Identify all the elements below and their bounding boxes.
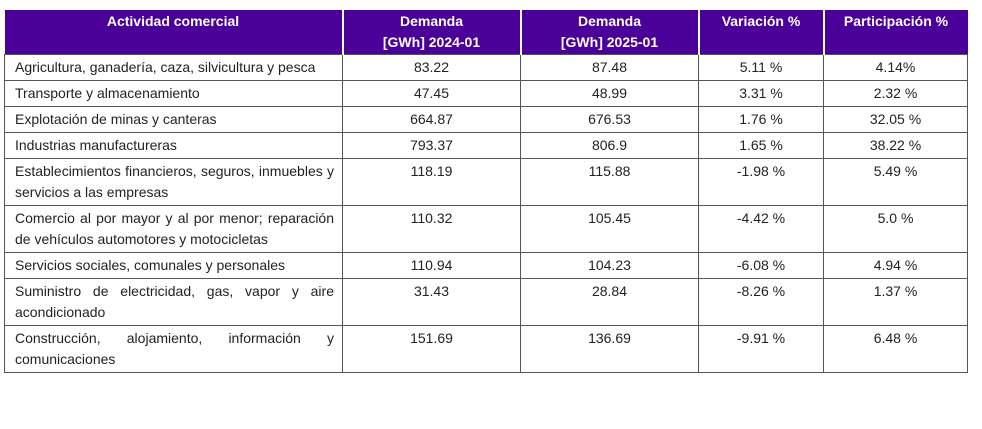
cell-demanda-2025: 676.53 xyxy=(520,106,699,133)
cell-participacion: 38.22 % xyxy=(823,132,968,159)
cell-actividad: Transporte y almacenamiento xyxy=(4,80,343,107)
cell-demanda-2025: 105.45 xyxy=(520,205,699,253)
header-actividad: Actividad comercial xyxy=(4,10,344,55)
table-row: Industrias manufactureras 793.37 806.9 1… xyxy=(4,132,968,159)
cell-participacion: 5.0 % xyxy=(823,205,968,253)
demand-table: Actividad comercial Demanda [GWh] 2024-0… xyxy=(4,10,968,373)
cell-demanda-2024: 110.32 xyxy=(342,205,521,253)
header-variacion-label: Variación % xyxy=(721,13,801,29)
cell-demanda-2025: 136.69 xyxy=(520,325,699,373)
cell-demanda-2024: 664.87 xyxy=(342,106,521,133)
cell-demanda-2025: 87.48 xyxy=(520,54,699,81)
table-row: Comercio al por mayor y al por menor; re… xyxy=(4,205,968,253)
cell-demanda-2024: 110.94 xyxy=(342,252,521,279)
cell-demanda-2024: 83.22 xyxy=(342,54,521,81)
table-row: Construcción, alojamiento, información y… xyxy=(4,325,968,373)
cell-actividad: Suministro de electricidad, gas, vapor y… xyxy=(4,278,343,326)
header-demanda-2024-line2: [GWh] 2024-01 xyxy=(382,34,481,50)
table-row: Agricultura, ganadería, caza, silvicultu… xyxy=(4,54,968,81)
cell-variacion: 5.11 % xyxy=(698,54,824,81)
cell-variacion: -6.08 % xyxy=(698,252,824,279)
cell-actividad: Construcción, alojamiento, información y… xyxy=(4,325,343,373)
cell-variacion: 1.76 % xyxy=(698,106,824,133)
cell-variacion: 1.65 % xyxy=(698,132,824,159)
cell-variacion: -1.98 % xyxy=(698,158,824,206)
header-demanda-2025-line2: [GWh] 2025-01 xyxy=(560,34,659,50)
header-participacion: Participación % xyxy=(823,10,968,55)
cell-actividad: Explotación de minas y canteras xyxy=(4,106,343,133)
cell-demanda-2025: 115.88 xyxy=(520,158,699,206)
cell-demanda-2025: 806.9 xyxy=(520,132,699,159)
header-demanda-2025: Demanda [GWh] 2025-01 xyxy=(520,10,700,55)
cell-participacion: 5.49 % xyxy=(823,158,968,206)
cell-variacion: -4.42 % xyxy=(698,205,824,253)
cell-demanda-2025: 48.99 xyxy=(520,80,699,107)
header-demanda-2024: Demanda [GWh] 2024-01 xyxy=(342,10,522,55)
table-body: Agricultura, ganadería, caza, silvicultu… xyxy=(4,54,968,373)
header-variacion: Variación % xyxy=(698,10,825,55)
cell-actividad: Comercio al por mayor y al por menor; re… xyxy=(4,205,343,253)
table-row: Explotación de minas y canteras 664.87 6… xyxy=(4,106,968,133)
header-row: Actividad comercial Demanda [GWh] 2024-0… xyxy=(4,10,968,55)
cell-actividad: Industrias manufactureras xyxy=(4,132,343,159)
table-container: Actividad comercial Demanda [GWh] 2024-0… xyxy=(4,10,968,373)
header-demanda-2025-line1: Demanda xyxy=(577,13,642,29)
cell-demanda-2024: 118.19 xyxy=(342,158,521,206)
cell-participacion: 4.94 % xyxy=(823,252,968,279)
cell-participacion: 4.14% xyxy=(823,54,968,81)
cell-demanda-2025: 28.84 xyxy=(520,278,699,326)
table-header: Actividad comercial Demanda [GWh] 2024-0… xyxy=(4,10,968,55)
table-row: Servicios sociales, comunales y personal… xyxy=(4,252,968,279)
cell-demanda-2024: 47.45 xyxy=(342,80,521,107)
table-row: Suministro de electricidad, gas, vapor y… xyxy=(4,278,968,326)
cell-participacion: 32.05 % xyxy=(823,106,968,133)
cell-variacion: -8.26 % xyxy=(698,278,824,326)
cell-demanda-2024: 151.69 xyxy=(342,325,521,373)
header-demanda-2024-line1: Demanda xyxy=(399,13,464,29)
header-actividad-label: Actividad comercial xyxy=(106,13,240,29)
cell-participacion: 6.48 % xyxy=(823,325,968,373)
cell-actividad: Establecimientos financieros, seguros, i… xyxy=(4,158,343,206)
cell-variacion: 3.31 % xyxy=(698,80,824,107)
cell-actividad: Agricultura, ganadería, caza, silvicultu… xyxy=(4,54,343,81)
cell-demanda-2024: 31.43 xyxy=(342,278,521,326)
cell-variacion: -9.91 % xyxy=(698,325,824,373)
cell-participacion: 2.32 % xyxy=(823,80,968,107)
cell-actividad: Servicios sociales, comunales y personal… xyxy=(4,252,343,279)
header-participacion-label: Participación % xyxy=(843,13,949,29)
cell-demanda-2024: 793.37 xyxy=(342,132,521,159)
cell-participacion: 1.37 % xyxy=(823,278,968,326)
table-row: Establecimientos financieros, seguros, i… xyxy=(4,158,968,206)
cell-demanda-2025: 104.23 xyxy=(520,252,699,279)
table-row: Transporte y almacenamiento 47.45 48.99 … xyxy=(4,80,968,107)
